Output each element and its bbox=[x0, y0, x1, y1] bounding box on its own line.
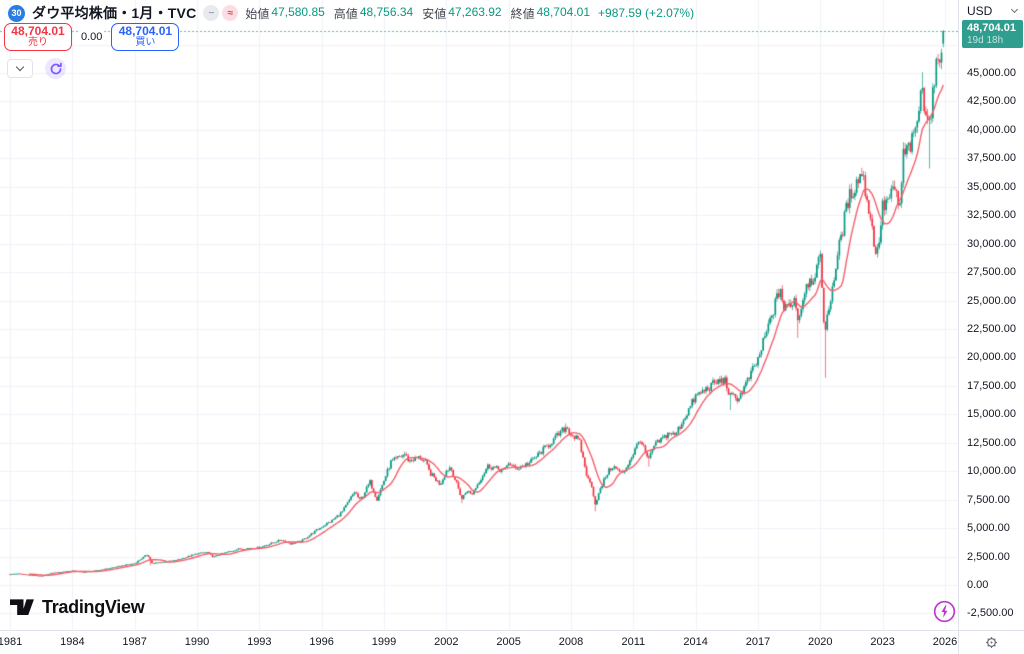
current-price-badge: 48,704.01 19d 18h bbox=[962, 19, 1023, 48]
time-axis-label: 2023 bbox=[870, 636, 895, 648]
price-axis-label: 17,500.00 bbox=[967, 379, 1016, 392]
change-value: +987.59 (+2.07%) bbox=[598, 6, 695, 20]
price-axis-label: 27,500.00 bbox=[967, 266, 1016, 279]
currency-label: USD bbox=[967, 4, 993, 18]
chart-controls bbox=[7, 58, 66, 79]
collapse-panel-button[interactable] bbox=[7, 59, 33, 78]
high-value: 48,756.34 bbox=[359, 4, 414, 19]
buy-price: 48,704.01 bbox=[118, 24, 173, 39]
tradingview-logo-text: TradingView bbox=[42, 597, 145, 617]
time-axis-label: 2014 bbox=[683, 636, 708, 648]
price-axis-label: 22,500.00 bbox=[967, 323, 1016, 335]
currency-selector[interactable]: USD bbox=[967, 4, 1019, 18]
chevron-down-icon bbox=[1010, 5, 1019, 14]
time-axis-label: 2026 bbox=[932, 636, 958, 648]
time-axis-label: 2011 bbox=[621, 636, 646, 648]
price-axis-label: 7,500.00 bbox=[967, 493, 1010, 506]
low-label: 安値 bbox=[422, 6, 447, 21]
close-label: 終値 bbox=[510, 6, 535, 21]
price-chart-canvas[interactable] bbox=[0, 0, 958, 630]
symbol-title[interactable]: ダウ平均株価・1月・TVC bbox=[32, 5, 197, 21]
symbol-logo-badge: 30 bbox=[8, 4, 25, 22]
indicator-pills: − ≈ bbox=[203, 5, 239, 21]
refresh-button[interactable] bbox=[45, 58, 66, 79]
price-axis-label: 45,000.00 bbox=[967, 67, 1016, 79]
trade-panel: 48,704.01 売り 0.00 48,704.01 買い bbox=[4, 23, 180, 51]
price-axis-label: -2,500.00 bbox=[967, 607, 1014, 620]
open-label: 始値 bbox=[245, 6, 270, 21]
close-value: 48,704.01 bbox=[536, 4, 591, 19]
chevron-down-icon bbox=[15, 62, 25, 72]
low-value: 47,263.92 bbox=[448, 4, 502, 19]
time-axis-label: 2005 bbox=[496, 636, 521, 648]
time-axis-label: 1999 bbox=[371, 636, 397, 648]
price-axis-label: 12,500.00 bbox=[967, 436, 1016, 449]
sell-button[interactable]: 48,704.01 売り bbox=[4, 23, 72, 51]
price-axis-label: 32,500.00 bbox=[967, 209, 1016, 222]
sell-price: 48,704.01 bbox=[11, 24, 65, 39]
price-axis[interactable]: USD 45,000.00 42,500.00 40,000.00 37,500.00… bbox=[958, 0, 1024, 630]
price-axis-label: 30,000.00 bbox=[967, 237, 1016, 250]
time-axis-label: 2017 bbox=[745, 636, 771, 648]
sell-label: 売り bbox=[28, 37, 48, 49]
price-axis-label: 35,000.00 bbox=[967, 180, 1016, 193]
price-axis-label: 10,000.00 bbox=[967, 465, 1016, 478]
price-axis-label: 15,000.00 bbox=[967, 408, 1016, 421]
time-axis-label: 1990 bbox=[184, 636, 210, 648]
time-axis[interactable]: 1981 1984 1987 1990 1993 1996 1999 2002 2005 2008… bbox=[0, 630, 958, 654]
price-axis-label: 40,000.00 bbox=[967, 123, 1016, 136]
high-label: 高値 bbox=[333, 6, 358, 21]
time-settings-gear-icon bbox=[986, 637, 997, 648]
price-axis-label: 37,500.00 bbox=[967, 152, 1016, 165]
indicator-wave-icon[interactable]: ≈ bbox=[222, 5, 239, 21]
chart-area: 30 ダウ平均株価・1月・TVC − ≈ 始値 47,580.85 高値 48,75… bbox=[0, 0, 958, 630]
chart-legend: 30 ダウ平均株価・1月・TVC − ≈ 始値 47,580.85 高値 48,75… bbox=[8, 4, 694, 22]
buy-label: 買い bbox=[135, 37, 156, 49]
time-axis-label: 1984 bbox=[60, 636, 85, 648]
lightning-icon bbox=[933, 600, 956, 623]
price-axis-label: 5,000.00 bbox=[967, 522, 1010, 535]
time-axis-label: 1987 bbox=[122, 636, 147, 648]
time-axis-label: 2020 bbox=[808, 636, 833, 648]
current-price-value: 48,704.01 bbox=[967, 21, 1016, 34]
indicator-minus-icon[interactable]: − bbox=[203, 5, 220, 21]
price-axis-label: 2,500.00 bbox=[967, 550, 1010, 563]
time-axis-label: 2002 bbox=[434, 636, 459, 648]
price-axis-label: 42,500.00 bbox=[967, 95, 1016, 108]
flash-button[interactable] bbox=[933, 600, 956, 623]
refresh-icon bbox=[50, 62, 62, 74]
buy-button[interactable]: 48,704.01 買い bbox=[111, 23, 180, 51]
time-axis-label: 2008 bbox=[558, 636, 584, 648]
spread-value: 0.00 bbox=[79, 30, 105, 44]
bar-countdown: 19d 18h bbox=[967, 34, 1004, 46]
tradingview-logo[interactable]: TradingView bbox=[10, 597, 145, 618]
time-axis-label: 1996 bbox=[309, 636, 334, 648]
open-value: 47,580.85 bbox=[271, 4, 325, 19]
tradingview-logo-icon bbox=[10, 599, 34, 615]
axis-settings-corner[interactable] bbox=[958, 630, 1024, 654]
price-axis-label: 20,000.00 bbox=[967, 351, 1016, 364]
price-axis-label: 0.00 bbox=[967, 579, 989, 591]
ohlc-readout: 始値 47,580.85 高値 48,756.34 安値 47,263.92 終値 48… bbox=[245, 5, 590, 22]
price-axis-label: 25,000.00 bbox=[967, 294, 1016, 307]
time-axis-label: 1981 bbox=[0, 636, 23, 648]
time-axis-label: 1993 bbox=[247, 636, 272, 648]
